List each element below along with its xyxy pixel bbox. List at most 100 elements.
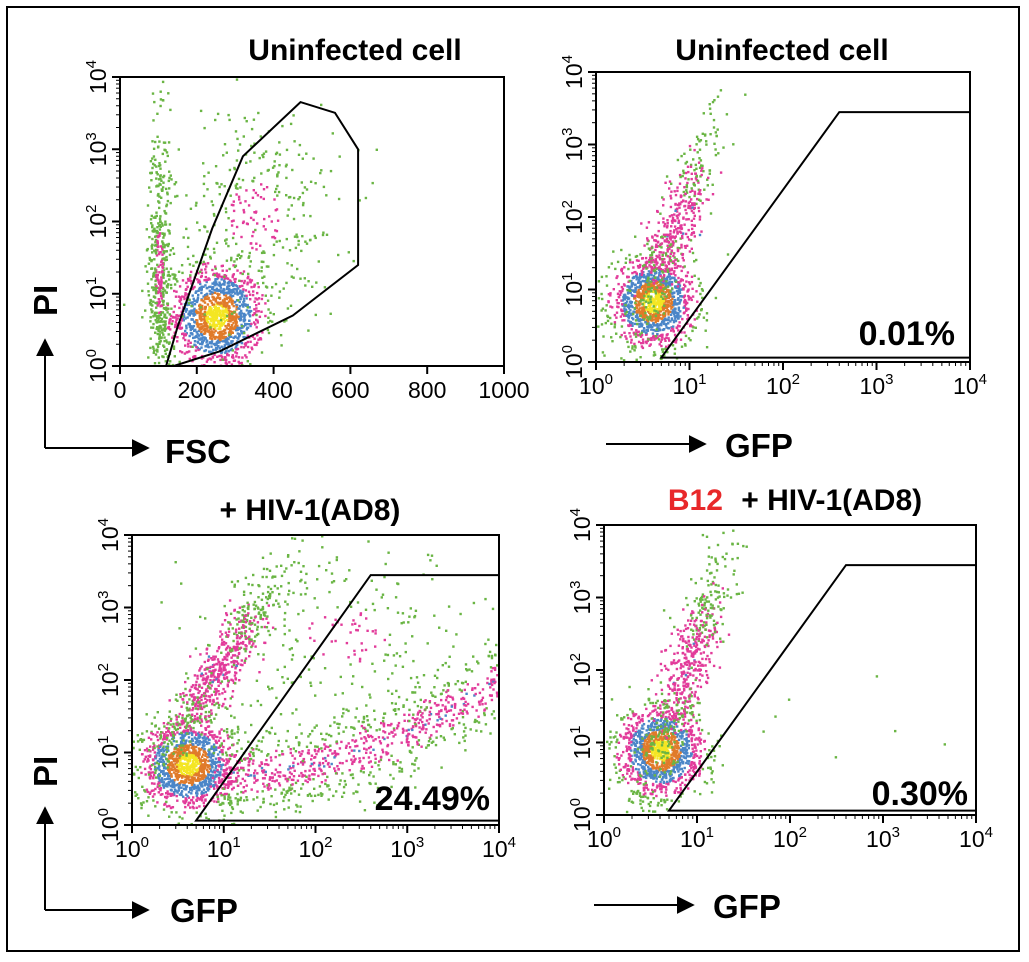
- event-dot: [173, 283, 177, 286]
- event-dot: [245, 342, 248, 345]
- event-dot: [264, 294, 267, 297]
- event-dot: [651, 325, 654, 329]
- event-dot: [679, 338, 683, 341]
- event-dot: [153, 349, 156, 353]
- event-dot: [178, 360, 181, 364]
- event-dot: [680, 269, 683, 273]
- event-dot: [229, 326, 232, 329]
- event-dot: [180, 351, 184, 354]
- event-dot: [212, 321, 216, 324]
- event-dot: [695, 309, 698, 312]
- event-dot: [642, 293, 645, 296]
- event-dot: [242, 288, 245, 291]
- event-dot: [661, 333, 664, 336]
- event-dot: [152, 789, 155, 792]
- event-dot: [170, 307, 173, 310]
- event-dot: [203, 349, 206, 353]
- event-dot: [214, 298, 218, 301]
- event-dot: [692, 217, 696, 220]
- event-dot: [213, 251, 216, 254]
- event-dot: [677, 227, 680, 230]
- event-dot: [145, 713, 148, 716]
- y-tick-label: 101: [83, 277, 111, 311]
- event-dot: [230, 258, 233, 262]
- event-dot: [215, 341, 219, 344]
- event-dot: [236, 347, 240, 351]
- event-dot: [281, 124, 284, 128]
- event-dot: [177, 715, 180, 718]
- event-dot: [164, 244, 167, 247]
- event-dot: [216, 274, 219, 278]
- event-dot: [331, 132, 334, 135]
- event-dot: [650, 253, 654, 257]
- event-dot: [178, 323, 181, 326]
- event-dot: [140, 771, 143, 775]
- event-dot: [644, 311, 647, 315]
- event-dot: [675, 338, 678, 341]
- event-dot: [196, 732, 200, 735]
- event-dot: [661, 320, 664, 324]
- event-dot: [681, 256, 684, 260]
- event-dot: [615, 299, 618, 302]
- event-dot: [206, 753, 210, 756]
- event-dot: [697, 181, 700, 184]
- event-dot: [242, 220, 245, 223]
- event-dot: [200, 291, 203, 295]
- event-dot: [642, 266, 645, 269]
- event-dot: [635, 307, 638, 310]
- event-dot: [213, 361, 216, 364]
- event-dot: [660, 344, 663, 348]
- event-dot: [267, 308, 270, 311]
- event-dot: [244, 344, 247, 347]
- event-dot: [243, 314, 246, 318]
- event-dot: [233, 292, 237, 295]
- event-dot: [262, 152, 266, 155]
- event-dot: [177, 789, 180, 792]
- event-dot: [204, 253, 207, 256]
- event-dot: [683, 194, 686, 197]
- event-dot: [673, 276, 676, 280]
- event-dot: [187, 345, 190, 348]
- event-dot: [174, 316, 177, 319]
- event-dot: [162, 323, 165, 327]
- event-dot: [152, 771, 155, 774]
- event-dot: [221, 269, 224, 272]
- event-dot: [184, 797, 187, 800]
- event-dot: [209, 763, 213, 766]
- event-dot: [618, 290, 621, 293]
- event-dot: [653, 266, 656, 270]
- event-dot: [284, 165, 288, 168]
- event-dot: [651, 281, 654, 284]
- event-dot: [219, 358, 222, 362]
- event-dot: [204, 275, 207, 279]
- event-dot: [137, 776, 140, 780]
- event-dot: [659, 243, 662, 246]
- event-dot: [642, 341, 645, 345]
- event-dot: [212, 212, 216, 216]
- event-dot: [155, 327, 158, 330]
- event-dot: [640, 324, 643, 328]
- event-dot: [225, 238, 228, 241]
- event-dot: [610, 262, 613, 265]
- event-dot: [231, 316, 234, 319]
- event-dot: [188, 781, 191, 784]
- event-dot: [607, 266, 611, 269]
- event-dot: [185, 714, 189, 718]
- event-dot: [181, 817, 184, 820]
- event-dot: [652, 264, 656, 267]
- event-dot: [680, 243, 683, 247]
- event-dot: [264, 228, 267, 231]
- event-dot: [686, 235, 689, 239]
- event-dot: [214, 343, 217, 346]
- event-dot: [212, 737, 215, 740]
- event-dot: [690, 172, 693, 175]
- event-dot: [145, 800, 149, 803]
- event-dot: [648, 256, 652, 260]
- event-dot: [666, 233, 669, 236]
- event-dot: [229, 776, 232, 779]
- event-dot: [681, 236, 684, 240]
- event-dot: [200, 792, 203, 795]
- event-dot: [663, 279, 666, 283]
- event-dot: [235, 348, 238, 351]
- event-dot: [689, 148, 692, 151]
